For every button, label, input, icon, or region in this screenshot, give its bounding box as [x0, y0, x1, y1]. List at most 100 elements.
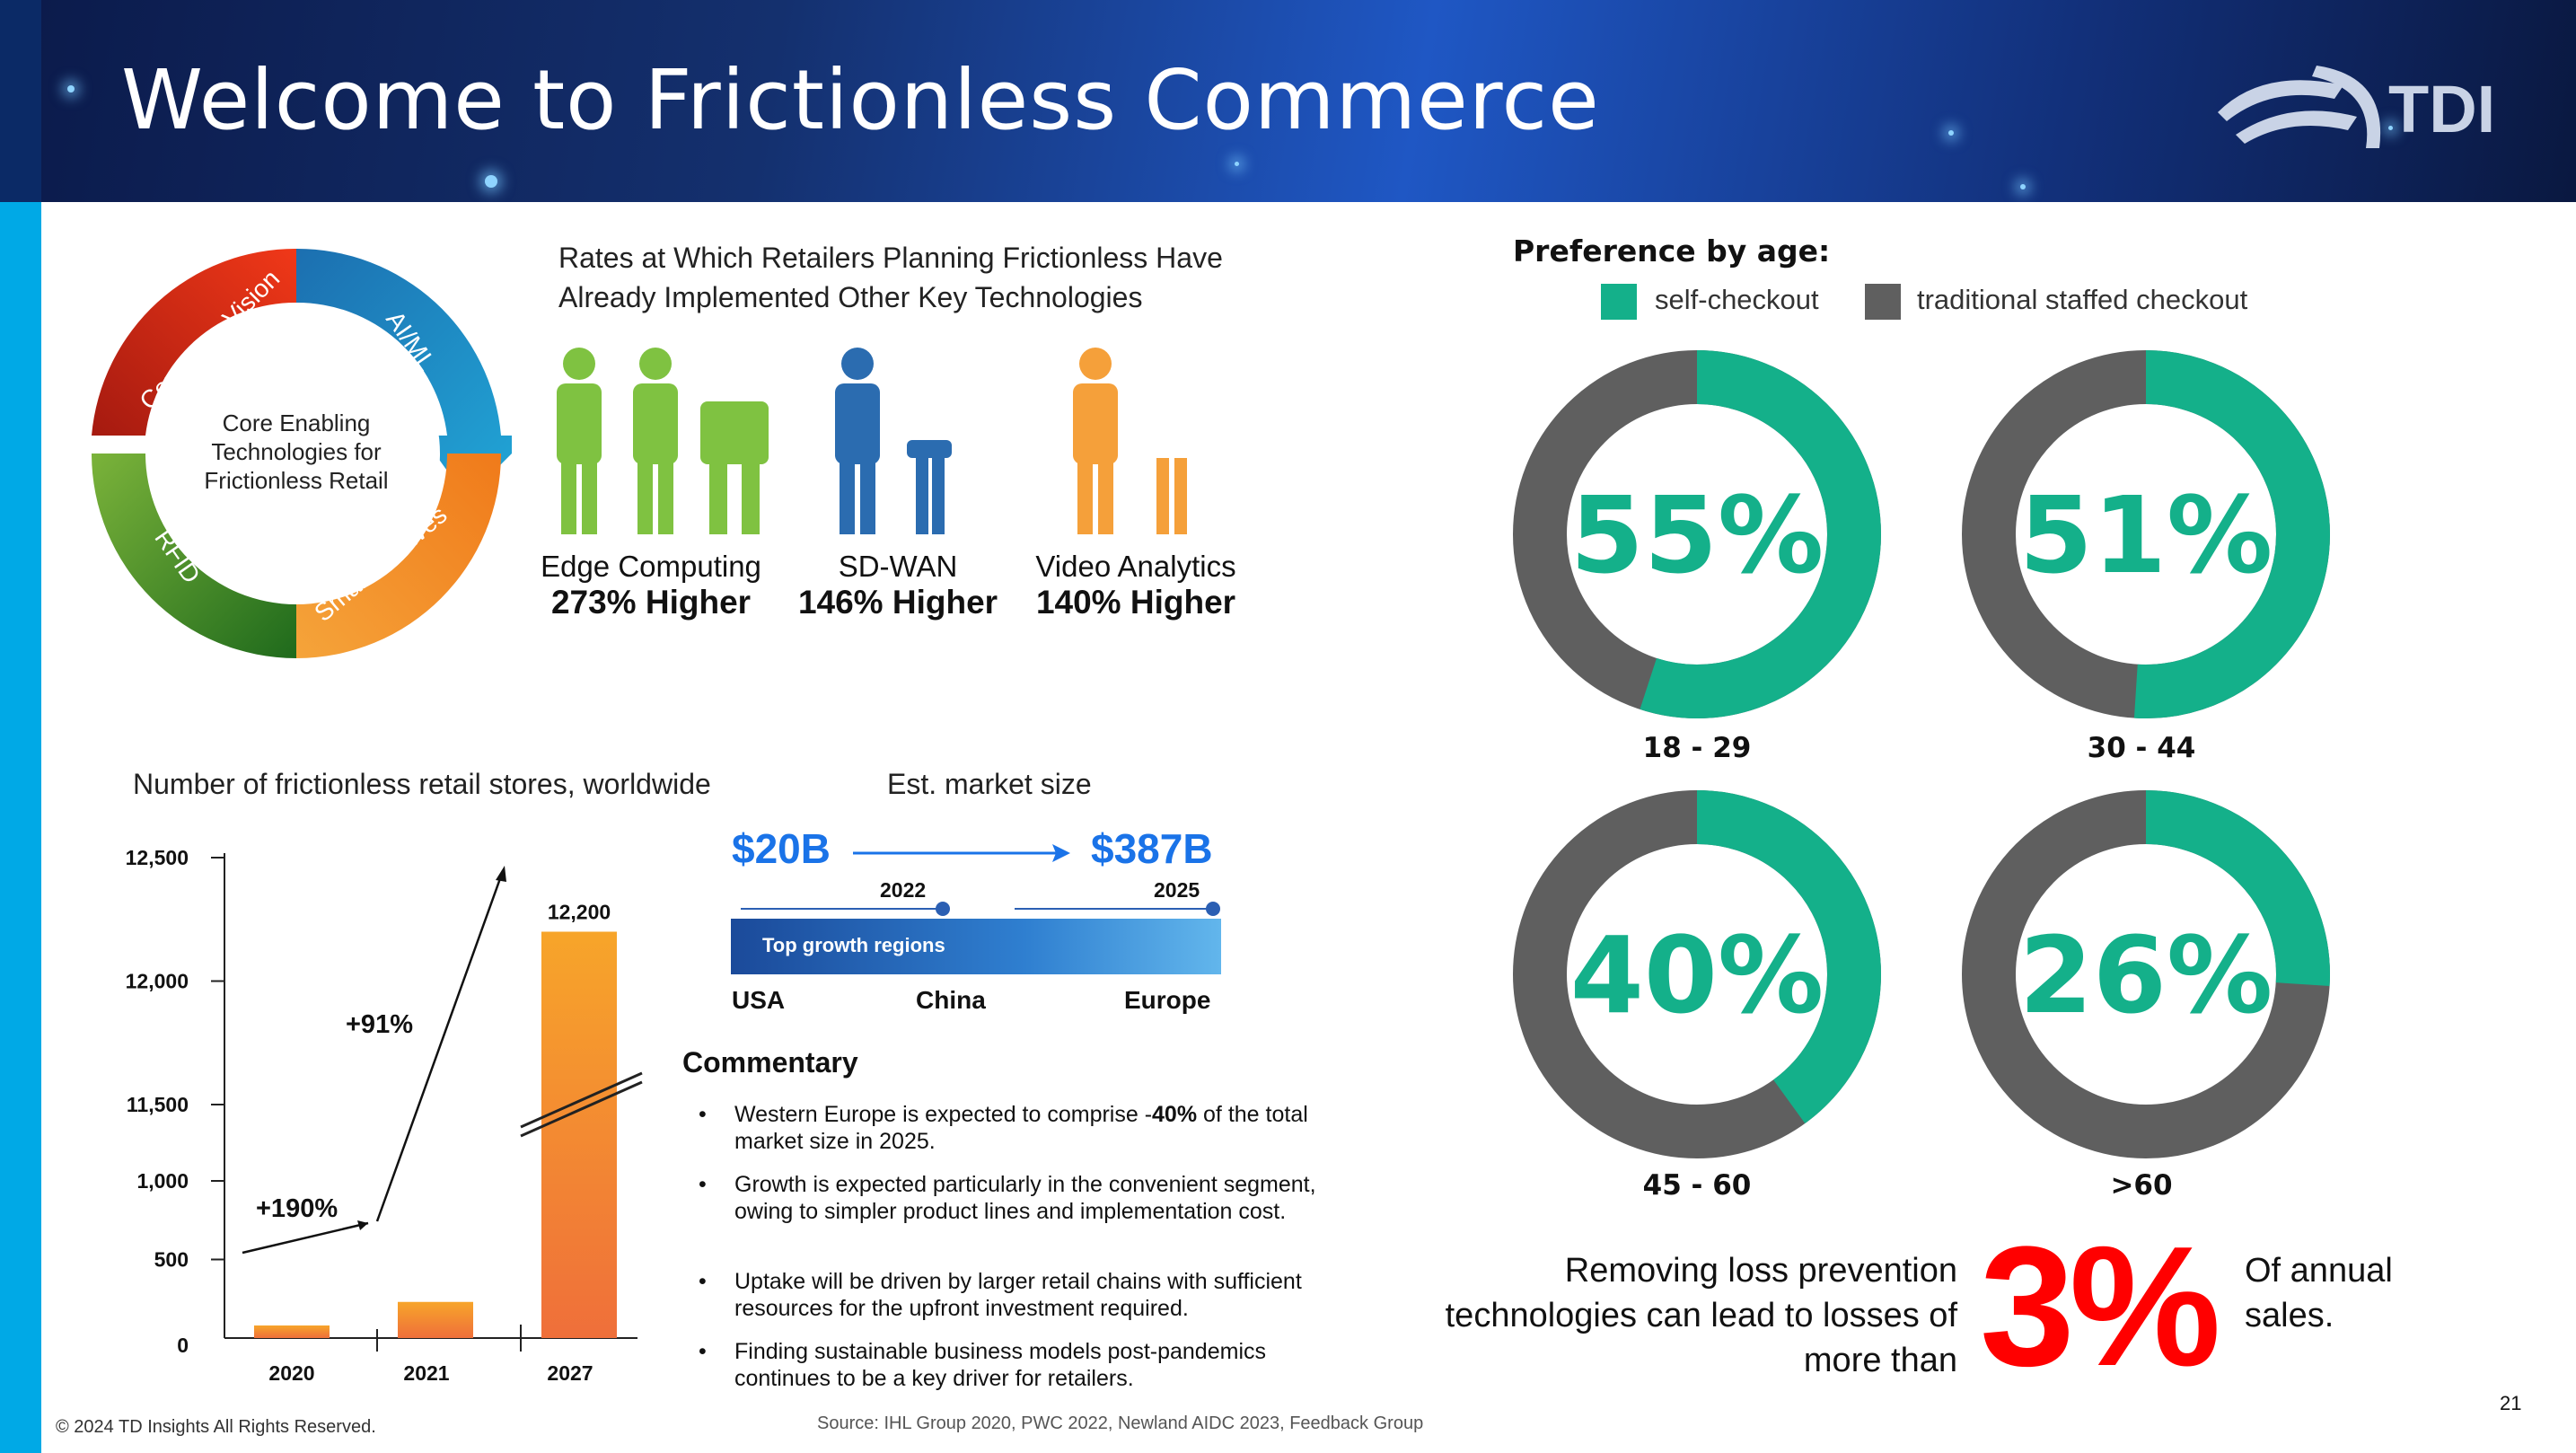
loss-text-line-2: technologies can lead to losses of — [1445, 1297, 1957, 1334]
y-tick-label: 500 — [154, 1248, 189, 1272]
source-text: Source: IHL Group 2020, PWC 2022, Newlan… — [817, 1413, 1424, 1433]
market-to-value: $387B — [1091, 825, 1213, 872]
bar-2027 — [541, 931, 617, 1338]
people-icons — [557, 348, 1187, 534]
segment-rfid — [92, 454, 296, 658]
axis-break-line-1 — [520, 1071, 643, 1129]
tdi-logo: TDI — [2218, 66, 2495, 148]
tech-value-sd-wan: 146% Higher — [797, 584, 998, 621]
annotation-plus-91: +91% — [346, 1010, 413, 1039]
cycle-center-line-1: Core Enabling — [223, 409, 371, 436]
segment-smart-shelves — [296, 454, 501, 658]
region-europe: Europe — [1124, 986, 1211, 1014]
donut-0: 55% — [1513, 350, 1881, 718]
bar-2020 — [254, 1325, 330, 1338]
donut-segment-self-checkout — [1962, 790, 2330, 1158]
header-banner — [0, 0, 2576, 202]
tech-rates-heading: Rates at Which Retailers Planning Fricti… — [558, 238, 1223, 317]
donut-percentage-label: 55% — [1570, 473, 1824, 597]
y-tick-label: 1,000 — [136, 1169, 189, 1193]
legend-label-traditional: traditional staffed checkout — [1917, 284, 2248, 315]
people-icon-edge-computing — [557, 348, 769, 534]
commentary-bullet-3-text: Uptake will be driven by larger retail c… — [734, 1269, 1302, 1321]
tech-item-video-analytics: Video Analytics 140% Higher — [1019, 550, 1253, 621]
legend-swatch-traditional — [1865, 284, 1901, 320]
market-growth-arrow — [853, 844, 1070, 862]
market-from-year: 2022 — [880, 878, 927, 902]
tech-label-video-analytics: Video Analytics — [1035, 550, 1236, 583]
left-accent-bar — [0, 202, 41, 1453]
loss-suffix: Of annual sales. — [2245, 1248, 2393, 1338]
age-label-over-60: >60 — [2110, 1169, 2173, 1202]
age-label-18-29: 18 - 29 — [1642, 732, 1752, 764]
tech-label-edge-computing: Edge Computing — [541, 550, 761, 583]
commentary-bullet-4: Finding sustainable business models post… — [699, 1338, 1363, 1392]
bar-data-label: 12,200 — [548, 901, 611, 924]
legend-label-self-checkout: self-checkout — [1655, 284, 1819, 315]
tech-rates-heading-line-2: Already Implemented Other Key Technologi… — [558, 281, 1143, 313]
donut-segment-self-checkout — [1513, 350, 1881, 718]
preference-donuts: 55% 51% 40% 26% — [1513, 350, 2330, 1158]
tech-value-video-analytics: 140% Higher — [1035, 584, 1236, 621]
tech-item-sd-wan: SD-WAN 146% Higher — [781, 550, 1015, 621]
region-china: China — [916, 986, 986, 1014]
cycle-center-line-3: Frictionless Retail — [204, 467, 388, 494]
market-timeline — [741, 902, 1220, 916]
commentary-bullet-1-tail: of the total market size in 2025. — [734, 1102, 1308, 1154]
page-title: Welcome to Frictionless Commerce — [121, 52, 1600, 148]
segment-computer-vision — [92, 248, 296, 436]
top-growth-regions-label: Top growth regions — [762, 934, 945, 956]
commentary-bullet-2: Growth is expected particularly in the c… — [699, 1171, 1363, 1225]
commentary-heading: Commentary — [682, 1046, 858, 1079]
y-ticks: 12,500 12,000 11,500 1,000 500 0 — [126, 846, 224, 1357]
people-icon-video-analytics — [1073, 348, 1187, 534]
commentary-bullet-2-text: Growth is expected particularly in the c… — [734, 1172, 1316, 1224]
y-tick-label: 11,500 — [127, 1093, 189, 1116]
loss-text-line-1: Removing loss prevention — [1564, 1252, 1957, 1290]
donut-percentage-label: 40% — [1570, 913, 1824, 1037]
loss-text-line-3: more than — [1803, 1342, 1957, 1379]
donut-percentage-label: 26% — [2019, 913, 2273, 1037]
commentary-bullet-4-text: Finding sustainable business models post… — [734, 1339, 1266, 1391]
age-label-45-60: 45 - 60 — [1642, 1169, 1752, 1202]
growth-arrow-1 — [242, 1221, 369, 1255]
stores-chart-title: Number of frictionless retail stores, wo… — [133, 768, 711, 800]
copyright-text: © 2024 TD Insights All Rights Reserved. — [56, 1417, 376, 1437]
loss-suffix-line-1: Of annual — [2245, 1252, 2393, 1290]
x-tick-label: 2020 — [268, 1361, 314, 1385]
header-left-band — [0, 0, 41, 202]
core-technologies-cycle: Computer Vision AI/ML Smart Shelves RFID… — [92, 248, 512, 658]
top-growth-regions-band: Top growth regions — [731, 919, 1221, 974]
page-number: 21 — [2500, 1392, 2522, 1414]
loss-text: Removing loss prevention technologies ca… — [1437, 1248, 1957, 1383]
market-from-value: $20B — [732, 825, 831, 872]
commentary-bullet-1-text: Western Europe is expected to comprise - — [734, 1102, 1153, 1127]
donut-segment-self-checkout — [1513, 790, 1881, 1158]
annotation-plus-190: +190% — [256, 1194, 338, 1223]
loss-suffix-line-2: sales. — [2245, 1297, 2334, 1334]
y-tick-label: 12,500 — [126, 846, 189, 869]
y-tick-label: 12,000 — [126, 970, 189, 993]
growth-arrow-2 — [375, 870, 505, 1222]
commentary-bullet-1: Western Europe is expected to comprise -… — [699, 1101, 1363, 1155]
region-usa: USA — [732, 986, 786, 1014]
stores-bar-chart: 12,500 12,000 11,500 1,000 500 0 12,200 +190%… — [126, 846, 643, 1385]
bars: 12,200 — [254, 901, 617, 1338]
donut-segment-self-checkout — [1962, 350, 2330, 718]
tech-rates-heading-line-1: Rates at Which Retailers Planning Fricti… — [558, 242, 1223, 274]
legend-swatch-self-checkout — [1601, 284, 1637, 320]
commentary-bullet-1-bold: 40% — [1152, 1102, 1198, 1127]
donut-2: 40% — [1513, 790, 1881, 1158]
loss-percentage: 3% — [1980, 1211, 2221, 1402]
preference-title: Preference by age: — [1513, 233, 1831, 269]
age-label-30-44: 30 - 44 — [2087, 732, 2196, 764]
x-labels: 2020 2021 2027 — [268, 1361, 593, 1385]
donut-percentage-label: 51% — [2019, 473, 2273, 597]
x-tick-label: 2021 — [403, 1361, 449, 1385]
people-icon-sd-wan — [835, 348, 952, 534]
bar-2021 — [398, 1301, 473, 1338]
logo-text: TDI — [2388, 72, 2495, 146]
market-to-year: 2025 — [1154, 878, 1200, 902]
tech-item-edge-computing: Edge Computing 273% Higher — [534, 550, 768, 621]
tech-label-sd-wan: SD-WAN — [838, 550, 958, 583]
